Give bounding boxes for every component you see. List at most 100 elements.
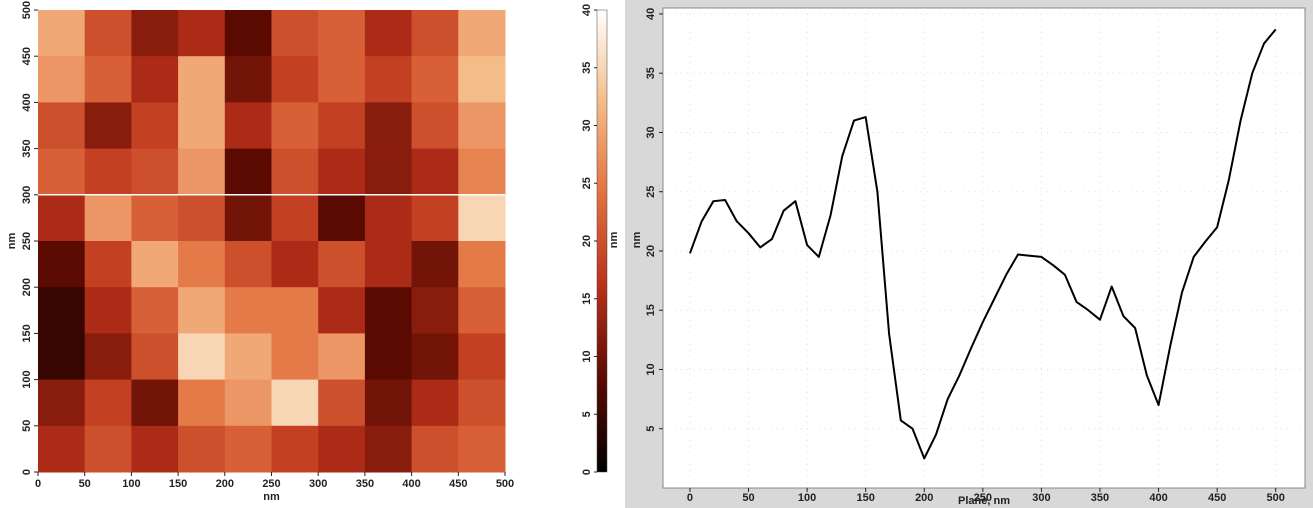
y-axis-label: nm xyxy=(631,232,643,249)
heatmap-cell xyxy=(178,10,226,57)
x-tick-label: 0 xyxy=(35,478,41,490)
heatmap-cell xyxy=(84,148,132,196)
x-tick-label: 500 xyxy=(1267,492,1285,504)
x-tick-label: 300 xyxy=(1032,492,1050,504)
heatmap-cell xyxy=(84,425,132,473)
heatmap-cell xyxy=(84,379,132,427)
heatmap-cell xyxy=(411,241,459,288)
y-tick-label: 20 xyxy=(645,245,657,257)
heatmap-cell xyxy=(364,333,413,381)
heatmap-cell xyxy=(38,10,86,57)
heatmap-cell xyxy=(178,333,226,381)
heatmap-cell xyxy=(458,194,506,242)
heatmap-cell xyxy=(318,333,366,381)
heatmap-cell xyxy=(318,10,366,57)
heatmap-cell xyxy=(178,379,226,427)
y-tick-label: 100 xyxy=(21,370,33,388)
colorbar-tick-label: 0 xyxy=(581,469,593,475)
heatmap-cell xyxy=(84,194,132,242)
heatmap-cell xyxy=(411,10,459,57)
x-tick-label: 150 xyxy=(169,478,187,490)
heatmap-cell xyxy=(131,425,179,473)
heatmap-cell xyxy=(84,10,132,57)
heatmap-cell xyxy=(458,241,506,288)
heatmap-cell xyxy=(224,333,272,381)
x-tick-label: 400 xyxy=(402,478,420,490)
heatmap-cell xyxy=(411,425,459,473)
heatmap-cell xyxy=(84,287,132,334)
heatmap-cell xyxy=(271,10,319,57)
x-tick-label: 100 xyxy=(122,478,140,490)
heatmap-cell xyxy=(271,333,319,381)
heatmap-cell xyxy=(131,287,179,334)
heatmap-cell xyxy=(318,102,366,150)
colorbar xyxy=(596,9,608,473)
y-tick-label: 30 xyxy=(645,126,657,138)
heatmap-cell xyxy=(131,10,179,57)
heatmap-cell xyxy=(131,148,179,196)
heatmap-cell xyxy=(224,56,272,103)
heatmap-cell xyxy=(38,148,86,196)
heatmap-cell xyxy=(271,194,319,242)
heatmap-cell xyxy=(178,56,226,103)
x-tick-label: 500 xyxy=(496,478,514,490)
colorbar-tick-label: 5 xyxy=(581,411,593,417)
heatmap-cell xyxy=(131,194,179,242)
heatmap-cell xyxy=(38,56,86,103)
heatmap-cell xyxy=(84,102,132,150)
heatmap-cell xyxy=(271,102,319,150)
heatmap-cell xyxy=(38,102,86,150)
heatmap-cell xyxy=(318,241,366,288)
heatmap-cell xyxy=(178,287,226,334)
heatmap-cell xyxy=(364,10,413,57)
heatmap-cell xyxy=(224,241,272,288)
heatmap-cell xyxy=(38,333,86,381)
x-tick-label: 350 xyxy=(1091,492,1109,504)
x-tick-label: 50 xyxy=(742,492,754,504)
heatmap-cell xyxy=(178,148,226,196)
x-tick-label: 300 xyxy=(309,478,327,490)
y-axis-label: nm xyxy=(6,233,18,250)
heatmap-cell xyxy=(178,241,226,288)
heatmap-cell xyxy=(224,148,272,196)
heatmap-cell xyxy=(38,287,86,334)
y-tick-label: 200 xyxy=(21,278,33,296)
heatmap-cell xyxy=(411,102,459,150)
heatmap-cell xyxy=(38,425,86,473)
heatmap-cell xyxy=(318,56,366,103)
y-tick-label: 10 xyxy=(645,363,657,375)
colorbar-tick-label: 10 xyxy=(581,350,593,362)
x-tick-label: 200 xyxy=(915,492,933,504)
colorbar-label: nm xyxy=(608,232,620,249)
heatmap-cell xyxy=(178,425,226,473)
y-tick-label: 250 xyxy=(21,232,33,250)
heatmap-cell xyxy=(411,379,459,427)
x-tick-label: 200 xyxy=(216,478,234,490)
heatmap-cell xyxy=(318,287,366,334)
heatmap-cell xyxy=(364,379,413,427)
y-tick-label: 0 xyxy=(21,469,33,475)
x-tick-label: 250 xyxy=(262,478,280,490)
heatmap-cell xyxy=(271,425,319,473)
x-tick-label: 250 xyxy=(974,492,992,504)
heatmap-cell xyxy=(318,148,366,196)
heatmap-cell xyxy=(131,379,179,427)
heatmap-cell xyxy=(271,379,319,427)
heatmap-cell xyxy=(411,148,459,196)
x-tick-label: 150 xyxy=(856,492,874,504)
y-tick-label: 400 xyxy=(21,93,33,111)
x-tick-label: 0 xyxy=(687,492,693,504)
heatmap-cell xyxy=(458,287,506,334)
colorbar-tick-label: 15 xyxy=(581,293,593,305)
heatmap-cell xyxy=(224,10,272,57)
heatmap-cell xyxy=(458,425,506,473)
x-tick-label: 50 xyxy=(79,478,91,490)
heatmap-cell xyxy=(364,148,413,196)
heatmap-cell xyxy=(84,241,132,288)
x-tick-label: 450 xyxy=(449,478,467,490)
y-tick-label: 35 xyxy=(645,67,657,79)
y-tick-label: 15 xyxy=(645,304,657,316)
y-tick-label: 25 xyxy=(645,186,657,198)
heatmap-cell xyxy=(458,379,506,427)
